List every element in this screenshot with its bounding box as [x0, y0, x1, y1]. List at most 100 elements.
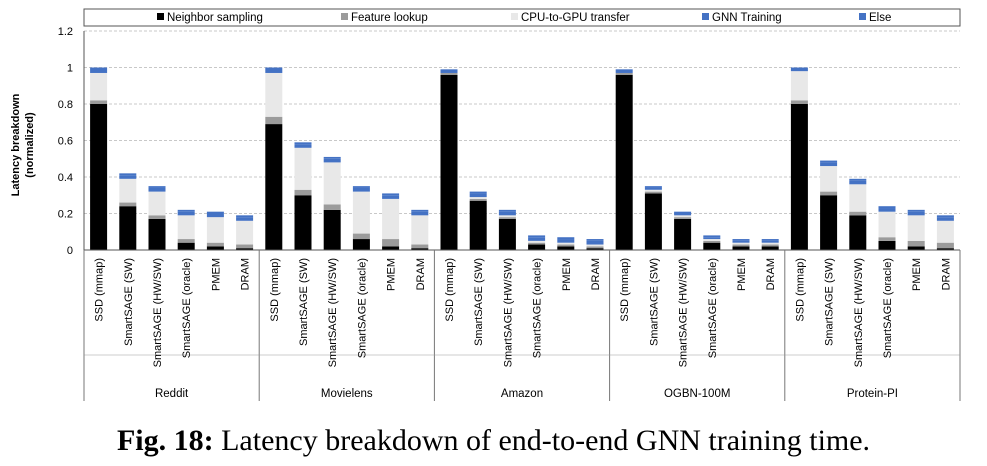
- bar-segment-feature-lookup: [323, 204, 341, 210]
- bar-segment-cpu-to-gpu-transfer: [586, 244, 604, 247]
- bar-segment-else: [206, 211, 224, 214]
- bar-segment-neighbor-sampling: [732, 246, 750, 250]
- bar-segment-gnn-training: [411, 211, 429, 216]
- bar-segment-neighbor-sampling: [265, 124, 283, 250]
- bar-segment-neighbor-sampling: [352, 239, 370, 250]
- bar-segment-cpu-to-gpu-transfer: [177, 215, 195, 240]
- bar-segment-feature-lookup: [148, 215, 166, 219]
- legend-label: GNN Training: [712, 12, 782, 24]
- bar-segment-feature-lookup: [352, 233, 370, 240]
- bar-segment-else: [674, 211, 692, 214]
- bar-segment-gnn-training: [907, 211, 925, 216]
- bar-segment-feature-lookup: [469, 198, 487, 201]
- bar-segment-neighbor-sampling: [820, 195, 838, 250]
- bar-segment-neighbor-sampling: [644, 193, 662, 250]
- y-tick-label: 0: [67, 245, 73, 257]
- x-tick-label: SmartSAGE (SW): [298, 258, 310, 346]
- y-tick-label: 0.4: [58, 172, 73, 184]
- bar-segment-else: [382, 193, 400, 196]
- bar-segment-feature-lookup: [936, 242, 954, 249]
- x-tick-label: SSD (mmap): [444, 258, 456, 322]
- bar-segment-else: [236, 215, 254, 218]
- bar-segment-neighbor-sampling: [382, 246, 400, 250]
- x-tick-label: DRAM: [240, 258, 252, 290]
- bar-segment-feature-lookup: [557, 244, 575, 247]
- bars: [90, 67, 954, 251]
- group-label: Movielens: [321, 388, 373, 400]
- bar-segment-else: [761, 239, 779, 241]
- bar-segment-cpu-to-gpu-transfer: [761, 242, 779, 245]
- x-tick-label: SSD (mmap): [619, 258, 631, 322]
- bar-segment-gnn-training: [878, 208, 896, 212]
- bar-segment-gnn-training: [352, 187, 370, 192]
- bar-segment-cpu-to-gpu-transfer: [265, 72, 283, 117]
- x-tick-label: DRAM: [940, 258, 952, 290]
- bar-segment-gnn-training: [528, 237, 546, 241]
- bar-segment-neighbor-sampling: [148, 218, 166, 250]
- legend-label: Feature lookup: [351, 12, 428, 24]
- bar-segment-else: [936, 215, 954, 218]
- x-tick-label: SmartSAGE (SW): [824, 258, 836, 346]
- bar-segment-neighbor-sampling: [528, 244, 546, 250]
- bar-segment-feature-lookup: [528, 242, 546, 245]
- bar-segment-else: [498, 209, 516, 212]
- bar-segment-gnn-training: [761, 240, 779, 243]
- bar-segment-cpu-to-gpu-transfer: [382, 198, 400, 240]
- figure-caption-text: Latency breakdown of end-to-end GNN trai…: [213, 424, 871, 457]
- y-tick-label: 1: [67, 63, 73, 75]
- bar-segment-feature-lookup: [90, 100, 108, 104]
- bar-segment-feature-lookup: [586, 246, 604, 249]
- bar-segment-feature-lookup: [644, 191, 662, 194]
- bar-segment-gnn-training: [177, 211, 195, 216]
- bar-segment-gnn-training: [90, 67, 108, 73]
- x-tick-label: SmartSAGE (oracle): [532, 258, 544, 358]
- bar-segment-cpu-to-gpu-transfer: [703, 239, 721, 241]
- bar-segment-feature-lookup: [382, 239, 400, 247]
- x-tick-label: DRAM: [415, 258, 427, 290]
- bar-segment-else: [907, 209, 925, 212]
- y-tick-label: 0.6: [58, 136, 73, 148]
- bar-segment-neighbor-sampling: [674, 218, 692, 250]
- bar-segment-else: [323, 156, 341, 159]
- bar-segment-gnn-training: [236, 217, 254, 221]
- bar-segment-cpu-to-gpu-transfer: [644, 189, 662, 192]
- bar-segment-gnn-training: [498, 211, 516, 216]
- bar-segment-feature-lookup: [790, 100, 808, 104]
- bar-segment-else: [644, 186, 662, 188]
- bar-segment-neighbor-sampling: [615, 74, 633, 250]
- bar-segment-neighbor-sampling: [849, 215, 867, 250]
- bar-segment-neighbor-sampling: [703, 242, 721, 250]
- bar-segment-else: [148, 186, 166, 188]
- y-tick-label: 1.2: [58, 26, 73, 38]
- bar-segment-cpu-to-gpu-transfer: [90, 72, 108, 101]
- bar-segment-else: [469, 191, 487, 194]
- bar-segment-neighbor-sampling: [469, 200, 487, 250]
- bar-segment-feature-lookup: [907, 240, 925, 247]
- gridlines: [84, 30, 960, 214]
- x-tick-label: SmartSAGE (SW): [123, 258, 135, 346]
- bar-segment-gnn-training: [703, 237, 721, 240]
- bar-segment-cpu-to-gpu-transfer: [206, 217, 224, 243]
- bar-segment-feature-lookup: [820, 191, 838, 196]
- bar-segment-cpu-to-gpu-transfer: [936, 220, 954, 243]
- bar-segment-neighbor-sampling: [440, 74, 458, 250]
- legend-swatch: [511, 13, 518, 20]
- bar-segment-cpu-to-gpu-transfer: [469, 197, 487, 199]
- legend: Neighbor sampling Feature lookup CPU-to-GP…: [157, 12, 891, 24]
- x-tick-label: SmartSAGE (HW/SW): [853, 258, 865, 367]
- x-tick-label: PMEM: [386, 258, 398, 291]
- x-tick-label: PMEM: [561, 258, 573, 291]
- x-tick-label: SmartSAGE (oracle): [181, 258, 193, 358]
- y-axis-label-line1: Latency breakdown: [10, 93, 22, 196]
- bar-segment-neighbor-sampling: [236, 248, 254, 250]
- bar-segment-feature-lookup: [703, 240, 721, 243]
- bar-segment-gnn-training: [469, 193, 487, 198]
- bar-segment-feature-lookup: [878, 237, 896, 241]
- bar-segment-else: [557, 237, 575, 240]
- x-tick-label: PMEM: [736, 258, 748, 291]
- bar-segment-else: [732, 239, 750, 241]
- figure-caption: Fig. 18: Latency breakdown of end-to-end…: [0, 424, 987, 458]
- bar-segment-neighbor-sampling: [498, 218, 516, 250]
- bar-segment-gnn-training: [323, 158, 341, 163]
- x-tick-label: PMEM: [911, 258, 923, 291]
